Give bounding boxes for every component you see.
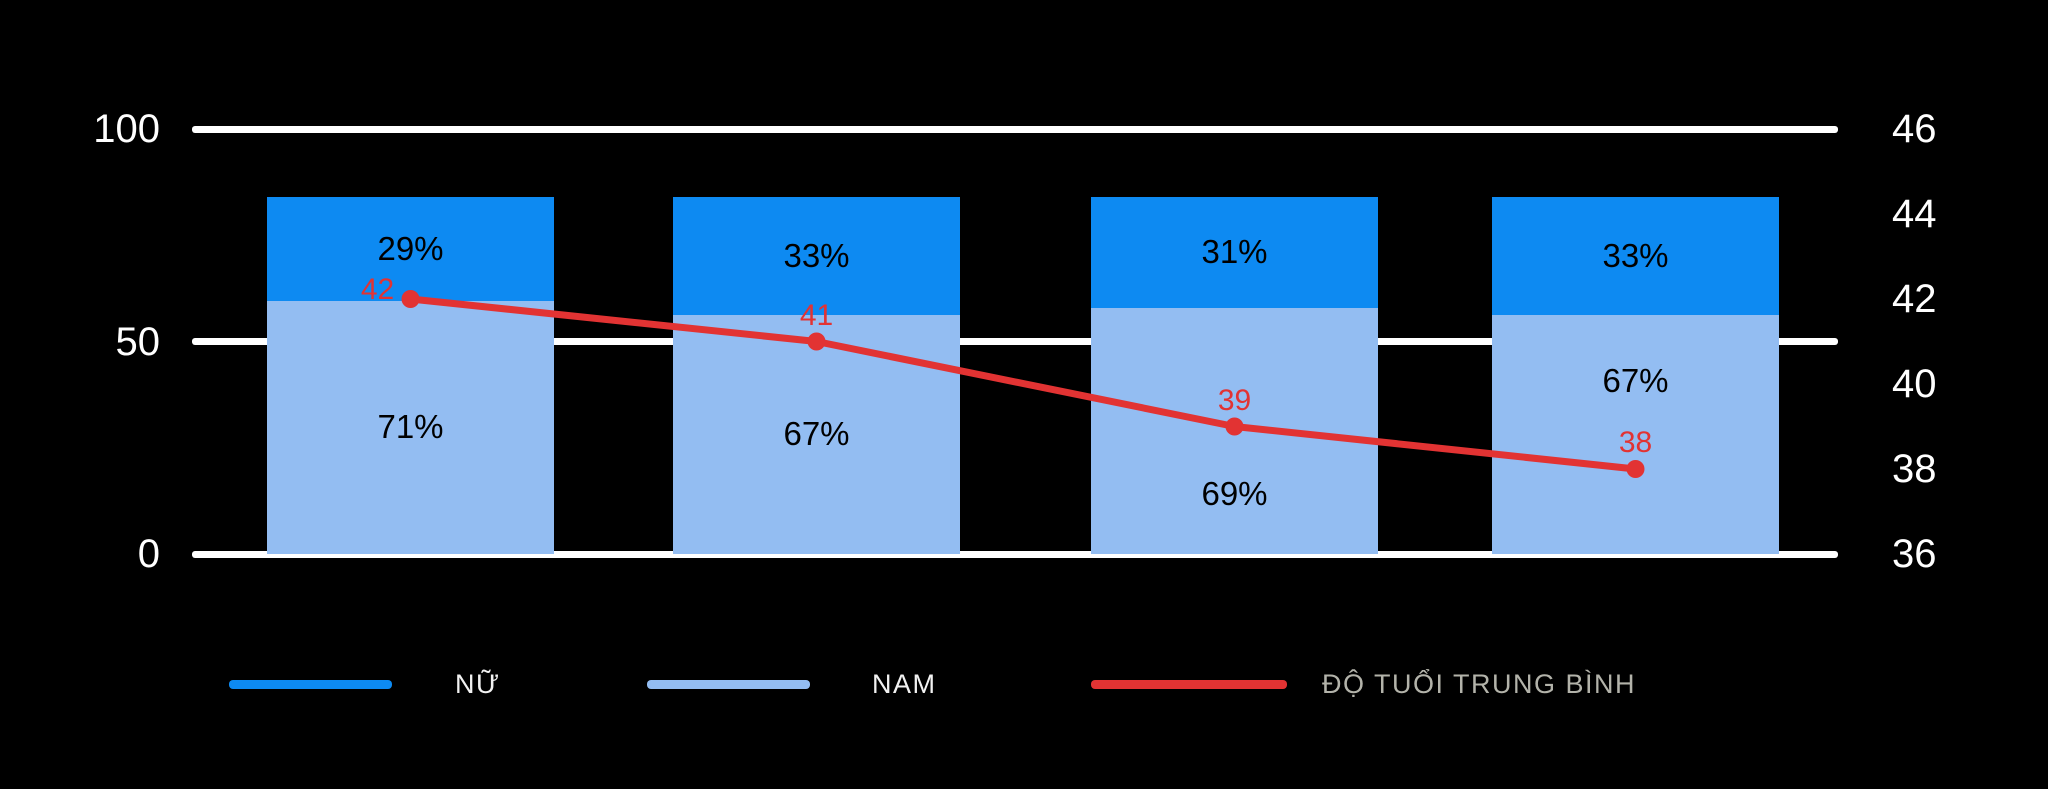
line-point-label: 39 [1217, 383, 1252, 417]
bar-label-male: 67% [783, 415, 850, 453]
bar-label-female: 31% [1201, 233, 1268, 271]
right-axis-tick-label: 40 [1892, 362, 1937, 406]
right-axis-tick-label: 36 [1892, 532, 1937, 576]
line-point-label: 38 [1618, 426, 1653, 459]
line-point-marker [1626, 460, 1645, 478]
right-axis-tick-label: 46 [1892, 107, 1937, 151]
gridline [192, 338, 1838, 345]
bar-segment-male [1492, 314, 1779, 554]
line-point-marker [807, 332, 826, 351]
left-axis-tick-label: 100 [93, 107, 160, 151]
line-point-marker [1225, 417, 1244, 436]
left-axis-tick-label: 50 [115, 319, 161, 364]
bar-segment-female [1492, 197, 1779, 315]
right-axis-tick-label: 44 [1892, 192, 1937, 236]
bar-label-male: 69% [1201, 474, 1268, 512]
line-point-marker [401, 290, 420, 308]
line-point-label: 41 [799, 298, 834, 332]
right-axis-tick-label: 38 [1892, 447, 1937, 491]
line-path [407, 295, 1639, 473]
bar-segment-male [267, 300, 554, 554]
legend-label-nu: NỮ [455, 669, 501, 699]
bar-segment-female [673, 197, 960, 315]
bar-segment-male [673, 314, 960, 554]
left-axis-tick-label: 0 [137, 532, 160, 576]
legend-label-average-age: ĐỘ TUỔI TRUNG BÌNH [1322, 669, 1637, 699]
legend-swatch-average-age [1091, 680, 1287, 689]
bar-segment-female [267, 197, 554, 301]
right-axis-tick-label: 42 [1892, 277, 1937, 321]
gridline [192, 550, 1838, 558]
bar-segment-female [1091, 197, 1378, 308]
legend-label-nam: NAM [872, 669, 937, 699]
bar-label-male: 67% [1602, 362, 1669, 400]
gridline [192, 125, 1838, 133]
bar-label-male: 71% [377, 408, 444, 446]
bar-label-female: 29% [377, 229, 444, 267]
legend-swatch-nam [647, 680, 810, 689]
line-point-label: 42 [360, 273, 395, 306]
bar-label-female: 33% [783, 236, 850, 274]
bar-label-female: 33% [1602, 236, 1669, 274]
legend-swatch-nu [229, 680, 392, 689]
